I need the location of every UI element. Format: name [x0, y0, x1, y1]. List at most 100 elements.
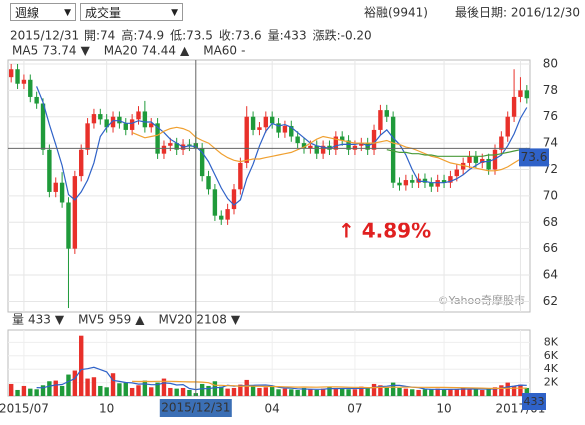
price-box — [519, 148, 549, 167]
info-date: 2015/12/31 — [10, 29, 79, 43]
volume-bar — [168, 387, 173, 396]
x-tick-label: 2015/07 — [0, 402, 49, 416]
candle-body — [8, 69, 14, 78]
volume-bar — [149, 387, 154, 396]
candle-body — [371, 129, 377, 150]
y-tick-label: 80 — [543, 56, 558, 70]
volume-bar — [199, 383, 205, 396]
candle-body — [263, 116, 269, 128]
candle-body — [53, 182, 58, 192]
volume-bar — [289, 389, 294, 396]
volume-bar — [59, 385, 65, 396]
volume-bar — [422, 389, 428, 396]
indicator-select[interactable]: 成交量 ▼ — [80, 3, 183, 21]
volume-bar — [21, 385, 27, 396]
candle-body — [499, 136, 504, 150]
candle-body — [340, 136, 345, 141]
volume-bar — [98, 385, 103, 396]
y-tick-label: 76 — [543, 109, 558, 123]
candle-body — [282, 125, 288, 133]
mv-line — [36, 366, 527, 391]
y-tick-label: 2K — [544, 376, 559, 389]
volume-bar — [403, 388, 409, 396]
candle-body — [524, 90, 530, 99]
volume-box — [522, 393, 546, 410]
y-tick-label: 78 — [543, 83, 558, 97]
candle-body — [295, 136, 300, 144]
volume-bar — [518, 384, 523, 396]
legend-arrow: ▼ — [55, 313, 65, 327]
candle-body — [168, 143, 173, 146]
volume-bar — [28, 388, 33, 396]
candle-body — [117, 116, 122, 124]
volume-bar — [480, 389, 485, 396]
volume-bar — [333, 387, 339, 396]
volume-bar — [467, 388, 472, 396]
volume-bar — [8, 383, 14, 396]
volume-bar — [53, 380, 58, 396]
candle-body — [384, 110, 389, 117]
candle-body — [327, 145, 332, 150]
info-label: 收: — [219, 29, 235, 43]
info-label: 低: — [170, 29, 186, 43]
x-tick-label: 04 — [265, 402, 280, 416]
ma-line — [36, 86, 528, 206]
candle-body — [21, 79, 27, 84]
candle-body — [79, 149, 84, 177]
volume-bar — [104, 387, 109, 396]
volume-bar — [340, 388, 345, 396]
candle-body — [66, 202, 71, 249]
y-tick-label: 68 — [543, 215, 558, 229]
info-label: 高: — [121, 28, 137, 43]
legend-arrow: ▼ — [81, 44, 91, 58]
ma-line — [386, 147, 527, 157]
stock-name: 裕融(9941) — [364, 5, 428, 20]
volume-box-label: 433 — [524, 395, 545, 408]
volume-bar — [79, 335, 84, 396]
volume-bar — [352, 389, 358, 396]
volume-bar — [448, 389, 453, 396]
info-label: 漲跌: — [313, 28, 341, 43]
ma-line — [131, 126, 528, 172]
legend-name: 量 — [12, 313, 24, 327]
volume-bar — [238, 384, 243, 396]
candle-body — [448, 176, 453, 183]
candle-body — [352, 145, 358, 150]
candle-body — [518, 90, 523, 97]
mv-line — [132, 380, 527, 389]
info-value: 433 — [284, 29, 307, 43]
candle-body — [174, 143, 179, 150]
legend-value: 2108 — [196, 313, 227, 327]
candle-body — [435, 180, 440, 187]
info-value: -0.20 — [341, 29, 372, 43]
legend-arrow: ▲ — [180, 44, 190, 58]
info-value: 73.5 — [186, 29, 213, 43]
legend-value: 959 — [108, 313, 131, 327]
candle-body — [467, 156, 472, 163]
candle-body — [422, 178, 428, 183]
candle-body — [98, 114, 103, 120]
legend-value: 73.74 — [42, 44, 76, 58]
candle-body — [34, 96, 39, 104]
candle-body — [429, 182, 434, 187]
volume-bar — [91, 377, 97, 396]
volume-bar — [47, 381, 52, 396]
volume-bar — [460, 387, 466, 396]
period-select[interactable]: 週線 ▼ — [10, 3, 76, 21]
legend-arrow: ▲ — [135, 313, 145, 327]
candle-body — [219, 215, 224, 220]
volume-bar — [416, 389, 421, 396]
volume-bar — [282, 388, 288, 396]
candle-body — [244, 116, 249, 163]
volume-bar — [269, 386, 275, 396]
candle-body — [123, 123, 128, 130]
volume-bar — [327, 387, 332, 396]
legend-name: MA5 — [12, 44, 38, 58]
volume-bar — [142, 380, 148, 396]
candle-body — [206, 176, 211, 190]
period-select-text: 週線 — [15, 6, 40, 20]
volume-bar — [263, 387, 269, 396]
candle-body — [104, 119, 109, 128]
y-tick-label: 62 — [543, 294, 558, 308]
